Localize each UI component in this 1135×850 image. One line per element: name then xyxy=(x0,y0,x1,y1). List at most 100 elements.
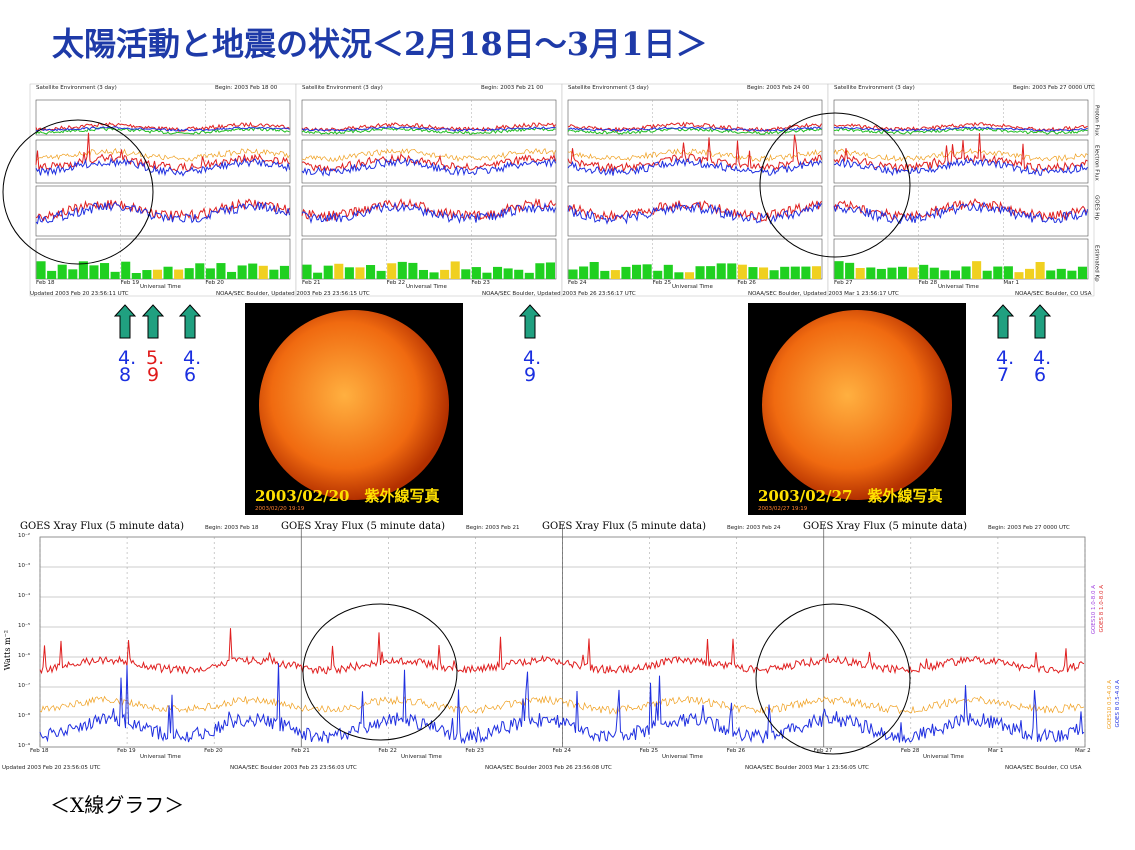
kp-bar xyxy=(514,269,524,279)
subplot xyxy=(35,238,291,280)
kp-bar xyxy=(737,264,747,279)
x-axis-title: Universal Time xyxy=(140,284,181,290)
kp-bar xyxy=(195,263,205,279)
trace xyxy=(567,156,822,176)
highlight-circle xyxy=(2,119,154,265)
trace xyxy=(35,198,290,222)
subplot xyxy=(567,99,823,136)
kp-bar xyxy=(919,264,929,279)
panel-begin: Begin: 2003 Feb 21 00 xyxy=(481,85,544,91)
x-tick-label: Mar 1 xyxy=(1003,280,1019,286)
xray-header: GOES Xray Flux (5 minute data) xyxy=(542,521,706,532)
kp-bar xyxy=(674,272,684,279)
kp-bar xyxy=(323,265,333,279)
kp-bar xyxy=(68,269,78,279)
side-label: Estimated Kp xyxy=(1093,245,1100,282)
kp-bar xyxy=(898,266,908,279)
kp-bar xyxy=(706,266,716,279)
subplot xyxy=(35,99,291,136)
xray-begin: Begin: 2003 Feb 24 xyxy=(727,525,781,531)
x-tick-label: Feb 21 xyxy=(291,748,310,754)
highlight-circle xyxy=(302,603,458,741)
x-tick-label: Feb 20 xyxy=(205,280,224,286)
trace xyxy=(301,147,556,163)
x-tick-label: Feb 28 xyxy=(918,280,938,286)
kp-bar xyxy=(855,267,865,279)
x-tick-label: Feb 25 xyxy=(639,748,659,754)
kp-bar xyxy=(461,269,471,279)
kp-bar xyxy=(269,269,279,279)
x-tick-label: Feb 19 xyxy=(117,748,136,754)
quake-magnitude: 4.9 xyxy=(523,347,542,386)
kp-bar xyxy=(1014,272,1024,279)
kp-bar xyxy=(258,265,268,279)
y-tick-label: 10⁻⁴ xyxy=(18,593,31,599)
trace xyxy=(301,126,556,132)
kp-bar xyxy=(663,264,673,279)
kp-bar xyxy=(471,267,481,279)
kp-bar xyxy=(279,265,289,279)
kp-bar xyxy=(642,264,652,279)
x-tick-label: Feb 27 xyxy=(813,748,833,754)
highlight-circle xyxy=(759,112,911,258)
trace xyxy=(39,628,1085,675)
trace xyxy=(35,121,290,133)
panel-frame xyxy=(827,83,1095,297)
kp-bar xyxy=(100,263,110,279)
legend-entry: GOES10 0.5-4.0 A xyxy=(1107,680,1113,730)
trace xyxy=(39,695,1085,715)
kp-bar xyxy=(366,265,376,279)
y-tick-label: 10⁻⁹ xyxy=(18,743,31,749)
kp-bar xyxy=(610,270,620,279)
kp-bar xyxy=(47,270,57,279)
quake-magnitude: 4.6 xyxy=(183,347,202,386)
trace xyxy=(301,122,556,133)
y-tick-label: 10⁻² xyxy=(18,533,31,539)
trace xyxy=(833,127,1088,135)
kp-bar xyxy=(408,262,418,279)
kp-bar xyxy=(961,266,971,279)
panel-header: Satellite Environment (3 day) xyxy=(36,85,117,91)
panel-begin: Begin: 2003 Feb 24 00 xyxy=(747,85,810,91)
kp-bar xyxy=(184,268,194,279)
kp-bar xyxy=(940,270,950,279)
kp-bar xyxy=(535,263,545,279)
kp-bar xyxy=(568,269,578,279)
xray-header: GOES Xray Flux (5 minute data) xyxy=(20,521,184,532)
trace xyxy=(39,663,1085,745)
trace xyxy=(567,134,822,173)
legend-entry: GOES 8 0.5-4.0 A xyxy=(1115,680,1121,728)
kp-bar xyxy=(1046,270,1056,279)
trace xyxy=(833,126,1088,132)
x-tick-label: Feb 23 xyxy=(465,748,484,754)
panel-header: Satellite Environment (3 day) xyxy=(568,85,649,91)
kp-bar xyxy=(152,269,162,279)
trace xyxy=(567,148,822,162)
trace xyxy=(567,121,822,133)
kp-bar xyxy=(216,263,226,279)
arrow xyxy=(113,304,137,339)
y-tick-label: 10⁻⁶ xyxy=(18,653,31,659)
kp-bar xyxy=(205,268,215,279)
x-tick-label: Mar 1 xyxy=(987,748,1004,754)
panel-header: Satellite Environment (3 day) xyxy=(834,85,915,91)
highlight-circle xyxy=(755,603,911,755)
panel-header: Satellite Environment (3 day) xyxy=(302,85,383,91)
x-axis-title: Universal Time xyxy=(672,284,713,290)
subplot xyxy=(833,139,1089,184)
kp-bar xyxy=(397,261,407,279)
kp-bar xyxy=(376,270,386,279)
arrow xyxy=(178,304,202,339)
subplot xyxy=(301,185,557,237)
panel-footer: NOAA/SEC Boulder, Updated 2003 Mar 1 23:… xyxy=(748,291,899,297)
kp-bar xyxy=(89,265,99,279)
kp-bar xyxy=(482,272,492,279)
kp-bar xyxy=(887,267,897,279)
kp-bar xyxy=(929,267,939,279)
kp-bar xyxy=(493,266,503,279)
kp-bar xyxy=(131,272,141,279)
kp-bar xyxy=(1056,268,1066,279)
kp-bar xyxy=(1077,266,1087,279)
kp-bar xyxy=(972,261,982,279)
